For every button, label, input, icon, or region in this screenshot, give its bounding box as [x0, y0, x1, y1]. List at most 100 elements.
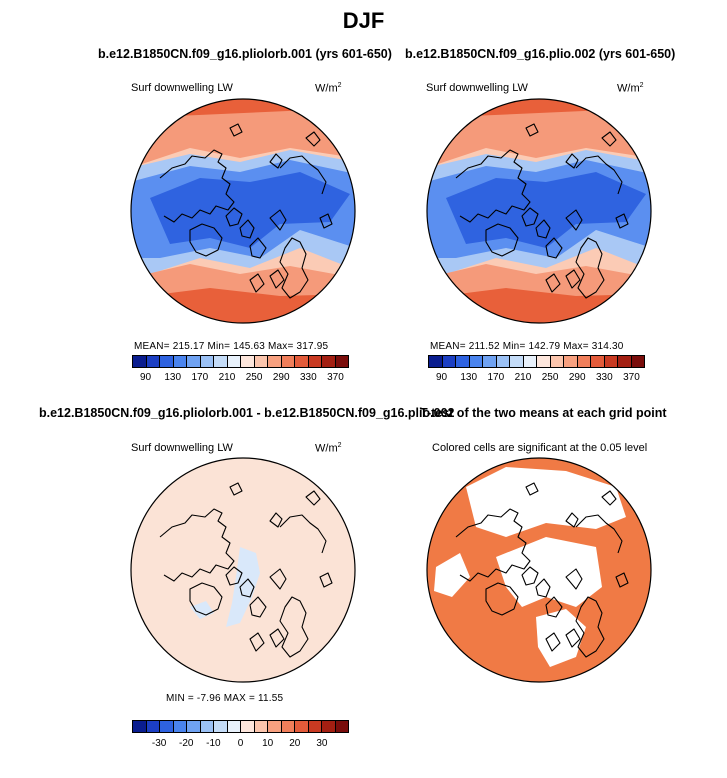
panel3-title: b.e12.B1850CN.f09_g16.pliolorb.001 - b.e…	[39, 406, 455, 420]
field-warm-south-deep	[427, 288, 651, 323]
colorbar-tick-label: 210	[218, 372, 236, 383]
field-warm-band	[427, 108, 651, 168]
coastline	[225, 566, 243, 586]
colorbar-tick-label: 90	[436, 372, 448, 383]
colorbar-swatch	[523, 356, 537, 367]
coastline	[615, 213, 629, 229]
colorbar-swatch	[173, 356, 187, 367]
coastline	[269, 153, 283, 169]
coastline	[565, 269, 581, 289]
panel3-stats: MIN = -7.96 MAX = 11.55	[166, 693, 284, 704]
colorbar-swatch	[335, 356, 348, 367]
colorbar-tick-label: 10	[262, 738, 274, 749]
coastline	[485, 582, 519, 616]
colorbar-swatch	[160, 721, 174, 732]
non-significant-south	[536, 609, 586, 667]
colorbar-tick-label: 0	[237, 738, 244, 749]
coastlines	[455, 482, 629, 658]
coastline	[189, 582, 223, 616]
colorbar-swatch	[631, 356, 644, 367]
coastline	[565, 512, 579, 528]
coastline	[615, 572, 629, 588]
colorbar-tick-label: 90	[140, 372, 152, 383]
colorbar-swatch	[618, 356, 632, 367]
coastline	[229, 123, 243, 137]
colorbar-swatch	[604, 356, 618, 367]
coastline	[279, 514, 327, 554]
colorbar-tick-label: 130	[460, 372, 478, 383]
colorbar-swatch	[335, 721, 348, 732]
colorbar-swatch	[322, 721, 336, 732]
colorbar-swatch	[160, 356, 174, 367]
colorbar-swatch	[200, 721, 214, 732]
panel2-colorbar-ticks: 90 130 170 210 250 290 330 370	[428, 372, 643, 384]
coastline	[535, 219, 551, 239]
colorbar-tick-label: 170	[487, 372, 505, 383]
colorbar-swatch	[442, 356, 456, 367]
panel2-title: b.e12.B1850CN.f09_g16.plio.002 (yrs 601-…	[405, 47, 676, 61]
panel2-polar-map	[426, 98, 652, 324]
colorbar-swatch	[241, 721, 255, 732]
panel1-polar-map	[130, 98, 356, 324]
colorbar-swatch	[295, 721, 309, 732]
colorbar-swatch	[268, 721, 282, 732]
colorbar-swatch	[577, 356, 591, 367]
map-boundary	[130, 98, 356, 324]
map-boundary	[130, 457, 356, 683]
coastline	[269, 628, 285, 648]
colorbar-swatch	[133, 721, 147, 732]
panel3-variable-label: Surf downwelling LW	[131, 442, 233, 454]
coastline	[455, 508, 531, 582]
field-coldest-core	[150, 172, 350, 248]
coastline	[601, 131, 617, 147]
colorbar-tick-label: 330	[299, 372, 317, 383]
colorbar-swatch	[537, 356, 551, 367]
colorbar-swatch	[469, 356, 483, 367]
colorbar-tick-label: 370	[327, 372, 344, 383]
colorbar-swatch	[456, 356, 470, 367]
coastline	[239, 219, 255, 239]
coastline	[485, 223, 519, 257]
coastline	[305, 131, 321, 147]
colorbar-swatch	[241, 356, 255, 367]
colorbar-swatch	[308, 356, 322, 367]
colorbar-tick-label: -20	[179, 738, 194, 749]
coastline	[279, 596, 309, 658]
coastline	[319, 213, 333, 229]
colorbar-swatch	[308, 721, 322, 732]
coastline	[575, 596, 605, 658]
coastline	[521, 207, 539, 227]
colorbar-swatch	[295, 356, 309, 367]
colorbar-swatch	[133, 356, 147, 367]
coastline	[575, 155, 623, 195]
colorbar-swatch	[496, 356, 510, 367]
colorbar-tick-label: 30	[316, 738, 328, 749]
coastline	[269, 568, 287, 590]
coastline	[565, 153, 579, 169]
panel1-variable-label: Surf downwelling LW	[131, 82, 233, 94]
panel2-colorbar	[428, 355, 645, 368]
colorbar-swatch	[214, 356, 228, 367]
coastline	[159, 149, 235, 223]
panel2-stats: MEAN= 211.52 Min= 142.79 Max= 314.30	[430, 341, 624, 352]
colorbar-swatch	[591, 356, 605, 367]
coastline	[225, 207, 243, 227]
colorbar-tick-label: 210	[514, 372, 532, 383]
colorbar-swatch	[227, 721, 241, 732]
coastline	[565, 209, 583, 231]
coastline	[525, 482, 539, 496]
non-significant-north	[466, 467, 626, 537]
colorbar-tick-label: 250	[541, 372, 559, 383]
coastline	[159, 508, 235, 582]
colorbar-swatch	[510, 356, 524, 367]
colorbar-tick-label: 130	[164, 372, 182, 383]
coastline	[545, 632, 561, 652]
coastline	[279, 155, 327, 195]
panel2-units: W/m2	[617, 82, 644, 95]
coastline	[269, 269, 285, 289]
colorbar-swatch	[281, 356, 295, 367]
colorbar-swatch	[564, 356, 578, 367]
map-boundary	[426, 98, 652, 324]
colorbar-swatch	[483, 356, 497, 367]
colorbar-swatch	[187, 356, 201, 367]
